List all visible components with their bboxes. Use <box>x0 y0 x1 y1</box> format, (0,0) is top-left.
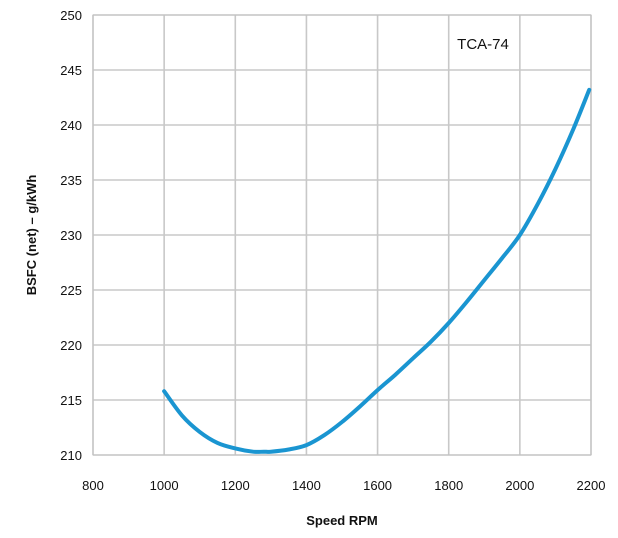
x-tick-label-800: 800 <box>82 478 104 493</box>
x-axis-title: Speed RPM <box>306 513 378 528</box>
x-tick-label-1200: 1200 <box>221 478 250 493</box>
x-tick-label-2200: 2200 <box>577 478 606 493</box>
y-tick-label-240: 240 <box>60 118 82 133</box>
y-tick-label-210: 210 <box>60 448 82 463</box>
grid-layer <box>92 14 592 456</box>
series-layer <box>162 87 592 454</box>
x-tick-label-1800: 1800 <box>434 478 463 493</box>
x-tick-label-1600: 1600 <box>363 478 392 493</box>
y-axis-title: BSFC (net) – g/kWh <box>24 175 39 296</box>
x-tick-label-2000: 2000 <box>505 478 534 493</box>
bsfc-series-line-0 <box>162 87 592 454</box>
y-tick-label-245: 245 <box>60 63 82 78</box>
y-tick-label-230: 230 <box>60 228 82 243</box>
y-tick-label-220: 220 <box>60 338 82 353</box>
x-tick-labels: 800 1000 1200 1400 1600 1800 2000 2200 <box>82 478 605 493</box>
x-tick-label-1000: 1000 <box>150 478 179 493</box>
series-annotation: TCA-74 <box>457 36 509 53</box>
y-tick-label-215: 215 <box>60 393 82 408</box>
y-tick-label-250: 250 <box>60 8 82 23</box>
y-tick-label-225: 225 <box>60 283 82 298</box>
y-tick-labels: 210 215 220 225 230 235 240 245 250 <box>60 8 82 463</box>
plot-frame <box>92 14 592 456</box>
y-tick-label-235: 235 <box>60 173 82 188</box>
x-tick-label-1400: 1400 <box>292 478 321 493</box>
